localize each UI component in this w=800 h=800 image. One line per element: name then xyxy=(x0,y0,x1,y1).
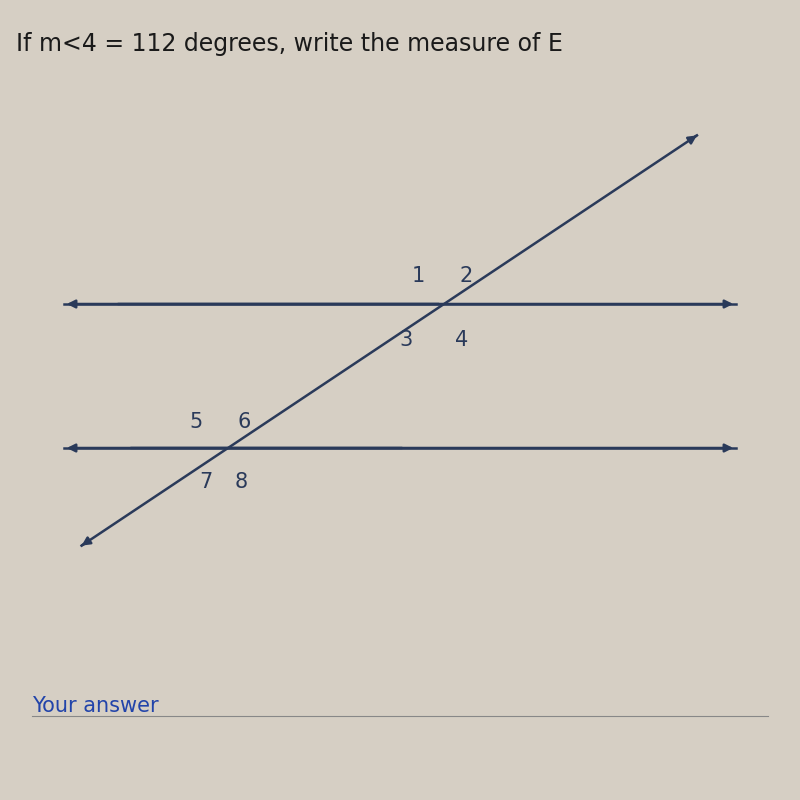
Text: 6: 6 xyxy=(238,413,250,432)
Text: 5: 5 xyxy=(190,413,202,432)
Text: 1: 1 xyxy=(412,266,425,286)
Text: 8: 8 xyxy=(234,471,247,491)
Text: 4: 4 xyxy=(455,330,468,350)
Text: Your answer: Your answer xyxy=(32,696,158,716)
Text: If m<4 = 112 degrees, write the measure of E: If m<4 = 112 degrees, write the measure … xyxy=(16,32,563,56)
Text: 2: 2 xyxy=(460,266,473,286)
Text: 7: 7 xyxy=(199,471,212,491)
Text: 3: 3 xyxy=(399,330,412,350)
